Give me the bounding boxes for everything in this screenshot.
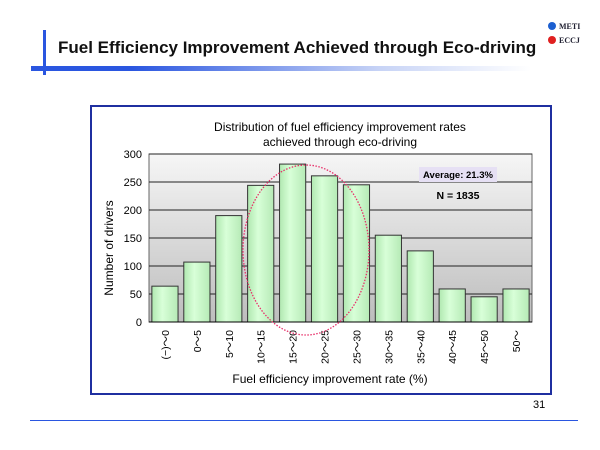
bar xyxy=(215,215,243,323)
chart-title: Distribution of fuel efficiency improvem… xyxy=(214,120,466,134)
bar xyxy=(438,288,466,323)
x-axis-label: Fuel efficiency improvement rate (%) xyxy=(232,372,427,386)
eccj-logo: ECCJ xyxy=(548,36,580,45)
slide-title: Fuel Efficiency Improvement Achieved thr… xyxy=(58,38,537,57)
x-tick-label: 15〜20 xyxy=(288,330,300,364)
y-tick-label: 0 xyxy=(136,317,142,329)
bar xyxy=(406,250,434,323)
y-tick-label: 250 xyxy=(124,177,142,189)
bar xyxy=(279,163,307,323)
x-tick-label: 25〜30 xyxy=(351,330,363,364)
x-tick-label: 10〜15 xyxy=(256,330,268,364)
title-accent-underline xyxy=(31,66,531,71)
y-tick-label: 150 xyxy=(124,233,142,245)
x-tick-label: 5〜10 xyxy=(224,330,236,358)
y-tick-label: 200 xyxy=(124,205,142,217)
average-badge xyxy=(419,167,497,182)
bar xyxy=(374,234,402,323)
bar xyxy=(342,184,371,323)
y-tick-label: 50 xyxy=(130,289,142,301)
bar xyxy=(470,296,498,323)
bar xyxy=(502,288,530,323)
meti-logo: METI xyxy=(548,22,580,31)
bar xyxy=(183,261,211,323)
x-tick-label: 30〜35 xyxy=(383,330,395,364)
y-axis-label: Number of drivers xyxy=(102,200,116,295)
bar xyxy=(151,285,179,323)
y-tick-label: 300 xyxy=(124,149,142,161)
sample-size-annotation: N = 1835 xyxy=(437,190,480,202)
x-tick-label: 40〜45 xyxy=(447,330,459,364)
highlight-ellipse xyxy=(242,164,370,336)
chart-subtitle: achieved through eco-driving xyxy=(263,135,417,149)
title-accent-vertical xyxy=(43,30,46,75)
x-tick-label: (−)〜0 xyxy=(160,330,172,360)
bar xyxy=(310,175,339,323)
x-tick-label: 20〜25 xyxy=(320,330,332,364)
chart-frame xyxy=(90,105,552,395)
x-tick-label: 50〜 xyxy=(511,330,523,353)
page-number: 31 xyxy=(533,399,546,411)
bar xyxy=(247,184,275,323)
footer-line xyxy=(30,420,578,421)
x-tick-label: 45〜50 xyxy=(479,330,491,364)
average-annotation: Average: 21.3% xyxy=(423,170,493,181)
x-tick-label: 0〜5 xyxy=(192,330,204,352)
y-tick-label: 100 xyxy=(124,261,142,273)
x-tick-label: 35〜40 xyxy=(415,330,427,364)
